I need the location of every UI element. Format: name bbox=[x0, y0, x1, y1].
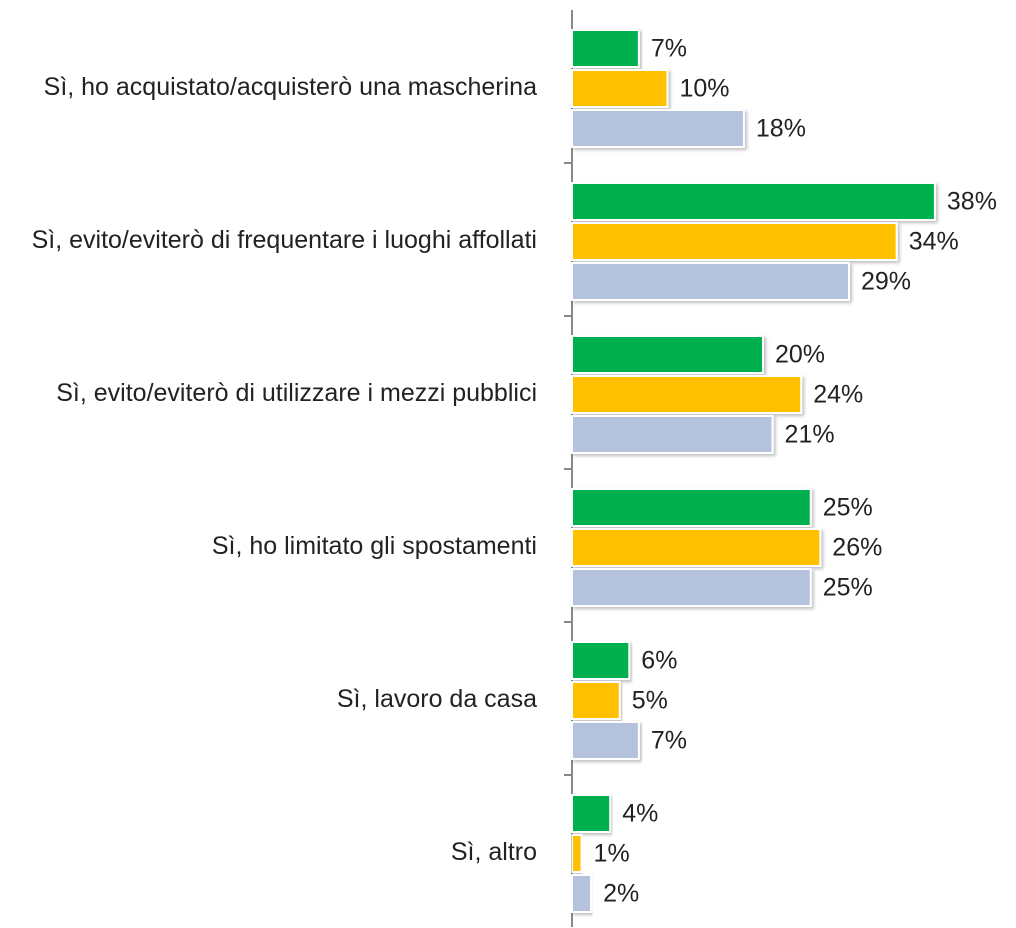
bar bbox=[571, 182, 936, 221]
category-label-box: Sì, evito/eviterò di utilizzare i mezzi … bbox=[0, 316, 537, 469]
bar bbox=[571, 528, 822, 567]
bar bbox=[571, 794, 612, 833]
value-label: 26% bbox=[832, 534, 882, 562]
bar bbox=[571, 29, 640, 68]
category-label: Sì, evito/eviterò di utilizzare i mezzi … bbox=[56, 378, 537, 407]
category-label-box: Sì, altro bbox=[0, 775, 537, 928]
value-label: 10% bbox=[680, 75, 730, 103]
value-label: 21% bbox=[785, 421, 835, 449]
bar bbox=[571, 69, 669, 108]
value-label: 1% bbox=[594, 840, 630, 868]
value-label: 18% bbox=[756, 115, 806, 143]
bar bbox=[571, 681, 621, 720]
category-label-box: Sì, ho limitato gli spostamenti bbox=[0, 469, 537, 622]
bar bbox=[571, 834, 583, 873]
bar bbox=[571, 641, 631, 680]
category-label: Sì, altro bbox=[450, 837, 537, 866]
value-label: 29% bbox=[861, 268, 911, 296]
value-label: 38% bbox=[947, 188, 997, 216]
bar bbox=[571, 109, 745, 148]
value-label: 7% bbox=[651, 727, 687, 755]
value-label: 2% bbox=[603, 880, 639, 908]
bar bbox=[571, 262, 850, 301]
value-label: 7% bbox=[651, 35, 687, 63]
bar bbox=[571, 721, 640, 760]
category-label: Sì, ho acquistato/acquisterò una mascher… bbox=[43, 72, 537, 101]
category-label: Sì, evito/eviterò di frequentare i luogh… bbox=[31, 225, 537, 254]
category-label-box: Sì, lavoro da casa bbox=[0, 622, 537, 775]
bar bbox=[571, 335, 764, 374]
category-label: Sì, ho limitato gli spostamenti bbox=[211, 531, 537, 560]
value-label: 24% bbox=[813, 381, 863, 409]
value-label: 5% bbox=[632, 687, 668, 715]
value-label: 25% bbox=[823, 494, 873, 522]
value-label: 34% bbox=[909, 228, 959, 256]
bar bbox=[571, 222, 898, 261]
bar bbox=[571, 375, 803, 414]
value-label: 4% bbox=[622, 800, 658, 828]
bar bbox=[571, 568, 812, 607]
value-label: 6% bbox=[641, 647, 677, 675]
category-label: Sì, lavoro da casa bbox=[336, 684, 537, 713]
category-label-box: Sì, evito/eviterò di frequentare i luogh… bbox=[0, 163, 537, 316]
bar bbox=[571, 488, 812, 527]
category-label-box: Sì, ho acquistato/acquisterò una mascher… bbox=[0, 10, 537, 163]
bar bbox=[571, 874, 593, 913]
value-label: 25% bbox=[823, 574, 873, 602]
bar bbox=[571, 415, 774, 454]
value-label: 20% bbox=[775, 341, 825, 369]
